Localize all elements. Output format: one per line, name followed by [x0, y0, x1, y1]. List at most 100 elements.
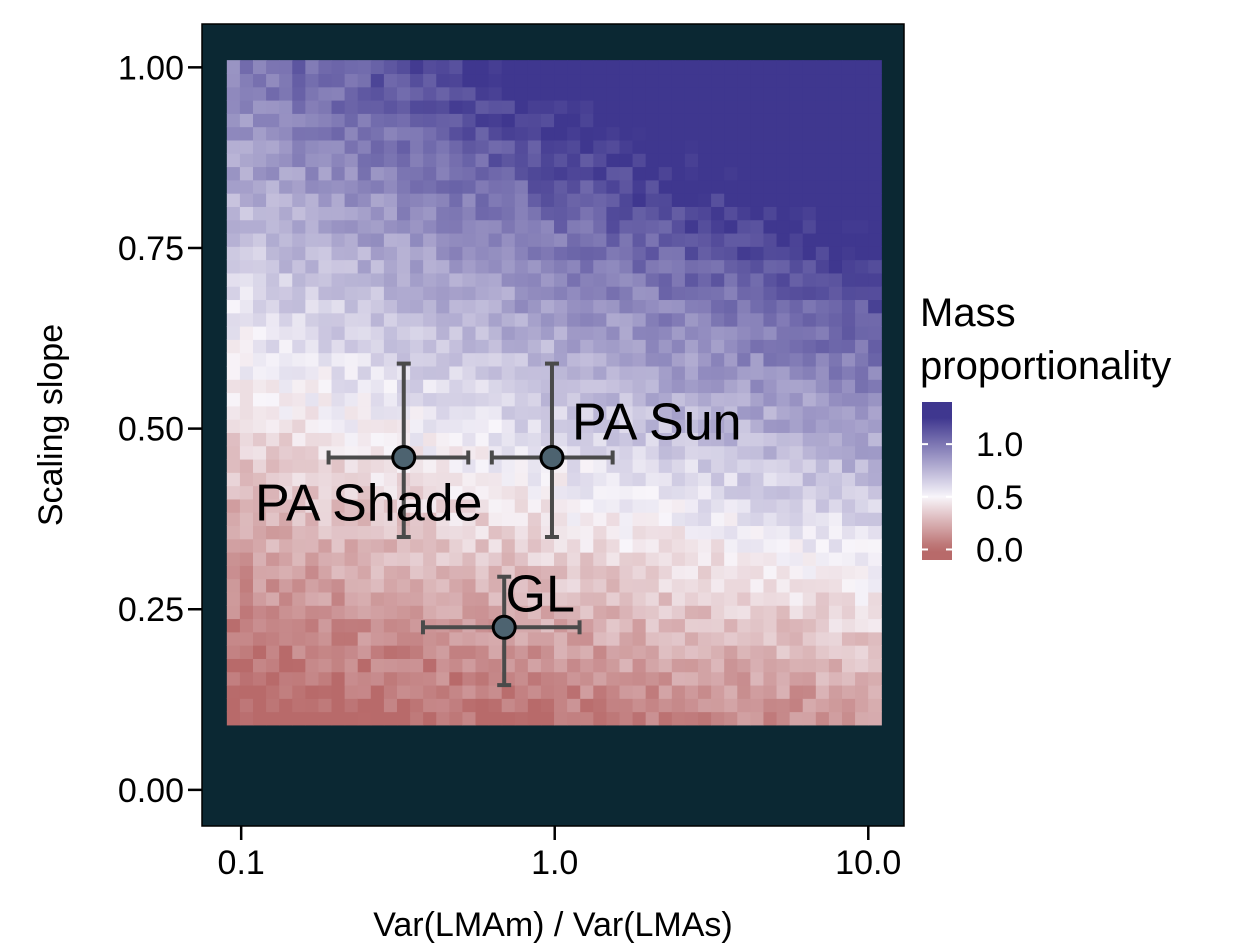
heatmap-cell	[266, 339, 280, 354]
heatmap-cell	[828, 312, 843, 327]
heatmap-cell	[750, 73, 765, 88]
heatmap-cell	[711, 193, 725, 207]
heatmap-cell	[488, 312, 503, 327]
heatmap-cell	[645, 272, 660, 287]
heatmap-cell	[239, 498, 254, 513]
heatmap-cell	[776, 246, 791, 261]
heatmap-cell	[815, 219, 830, 234]
heatmap-cell	[357, 100, 372, 114]
heatmap-cell	[501, 126, 516, 141]
heatmap-cell	[266, 232, 280, 247]
heatmap-cell	[370, 339, 385, 354]
heatmap-cell	[776, 206, 791, 221]
heatmap-cell	[606, 405, 621, 420]
heatmap-cell	[436, 525, 450, 540]
heatmap-cell	[855, 286, 869, 301]
heatmap-cell	[279, 605, 293, 620]
heatmap-cell	[331, 658, 346, 673]
heatmap-cell	[357, 658, 372, 673]
heatmap-cell	[776, 485, 791, 500]
heatmap-cell	[724, 113, 738, 128]
heatmap-cell	[567, 312, 581, 327]
heatmap-cell	[331, 711, 346, 726]
heatmap-cell	[593, 193, 607, 207]
heatmap-cell	[514, 684, 529, 699]
heatmap-cell	[279, 272, 293, 287]
heatmap-cell	[619, 645, 634, 659]
heatmap-cell	[226, 512, 241, 527]
heatmap-cell	[724, 578, 738, 593]
heatmap-cell	[645, 312, 660, 327]
heatmap-cell	[226, 552, 241, 566]
heatmap-cell	[619, 312, 634, 327]
heatmap-cell	[737, 525, 751, 540]
heatmap-cell	[357, 671, 372, 686]
heatmap-cell	[724, 379, 738, 394]
heatmap-cell	[750, 419, 765, 433]
heatmap-cell	[540, 219, 555, 234]
heatmap-cell	[619, 339, 634, 354]
heatmap-cell	[318, 73, 333, 88]
heatmap-cell	[855, 618, 869, 633]
heatmap-cell	[737, 100, 751, 114]
heatmap-cell	[501, 485, 516, 500]
heatmap-cell	[226, 86, 241, 101]
heatmap-cell	[855, 565, 869, 580]
heatmap-cell	[410, 153, 424, 168]
heatmap-cell	[331, 259, 346, 274]
heatmap-cell	[632, 552, 647, 566]
heatmap-cell	[619, 419, 634, 433]
heatmap-cell	[436, 259, 450, 274]
heatmap-cell	[828, 219, 843, 234]
heatmap-cell	[527, 591, 542, 606]
heatmap-cell	[606, 206, 621, 221]
heatmap-cell	[802, 299, 817, 314]
heatmap-cell	[658, 139, 673, 154]
heatmap-cell	[410, 658, 424, 673]
heatmap-cell	[514, 153, 529, 168]
heatmap-cell	[868, 352, 882, 367]
heatmap-cell	[410, 232, 424, 247]
heatmap-cell	[331, 472, 346, 487]
heatmap-cell	[449, 392, 464, 407]
heatmap-cell	[815, 485, 830, 500]
heatmap-cell	[423, 379, 437, 394]
heatmap-cell	[396, 100, 411, 114]
heatmap-cell	[606, 671, 621, 686]
heatmap-cell	[383, 73, 398, 88]
heatmap-cell	[684, 299, 699, 314]
heatmap-cell	[396, 658, 411, 673]
heatmap-cell	[645, 631, 660, 646]
heatmap-cell	[514, 352, 529, 367]
heatmap-cell	[645, 232, 660, 247]
heatmap-cell	[828, 498, 843, 513]
heatmap-cell	[815, 552, 830, 566]
heatmap-cell	[554, 485, 568, 500]
heatmap-cell	[567, 631, 581, 646]
heatmap-cell	[396, 698, 411, 713]
heatmap-cell	[776, 326, 791, 340]
heatmap-cell	[711, 472, 725, 487]
heatmap-cell	[737, 179, 751, 194]
heatmap-cell	[370, 86, 385, 101]
heatmap-cell	[253, 126, 267, 141]
heatmap-cell	[841, 139, 856, 154]
heatmap-cell	[619, 365, 634, 380]
heatmap-cell	[724, 259, 738, 274]
heatmap-cell	[253, 552, 267, 566]
heatmap-cell	[711, 405, 725, 420]
heatmap-cell	[318, 432, 333, 447]
heatmap-cell	[501, 339, 516, 354]
heatmap-cell	[698, 618, 712, 633]
heatmap-cell	[514, 232, 529, 247]
heatmap-cell	[815, 259, 830, 274]
heatmap-cell	[318, 272, 333, 287]
heatmap-cell	[279, 445, 293, 460]
heatmap-cell	[658, 419, 673, 433]
heatmap-cell	[501, 365, 516, 380]
heatmap-cell	[671, 259, 686, 274]
heatmap-cell	[357, 698, 372, 713]
heatmap-cell	[383, 153, 398, 168]
heatmap-cell	[449, 485, 464, 500]
heatmap-cell	[671, 73, 686, 88]
